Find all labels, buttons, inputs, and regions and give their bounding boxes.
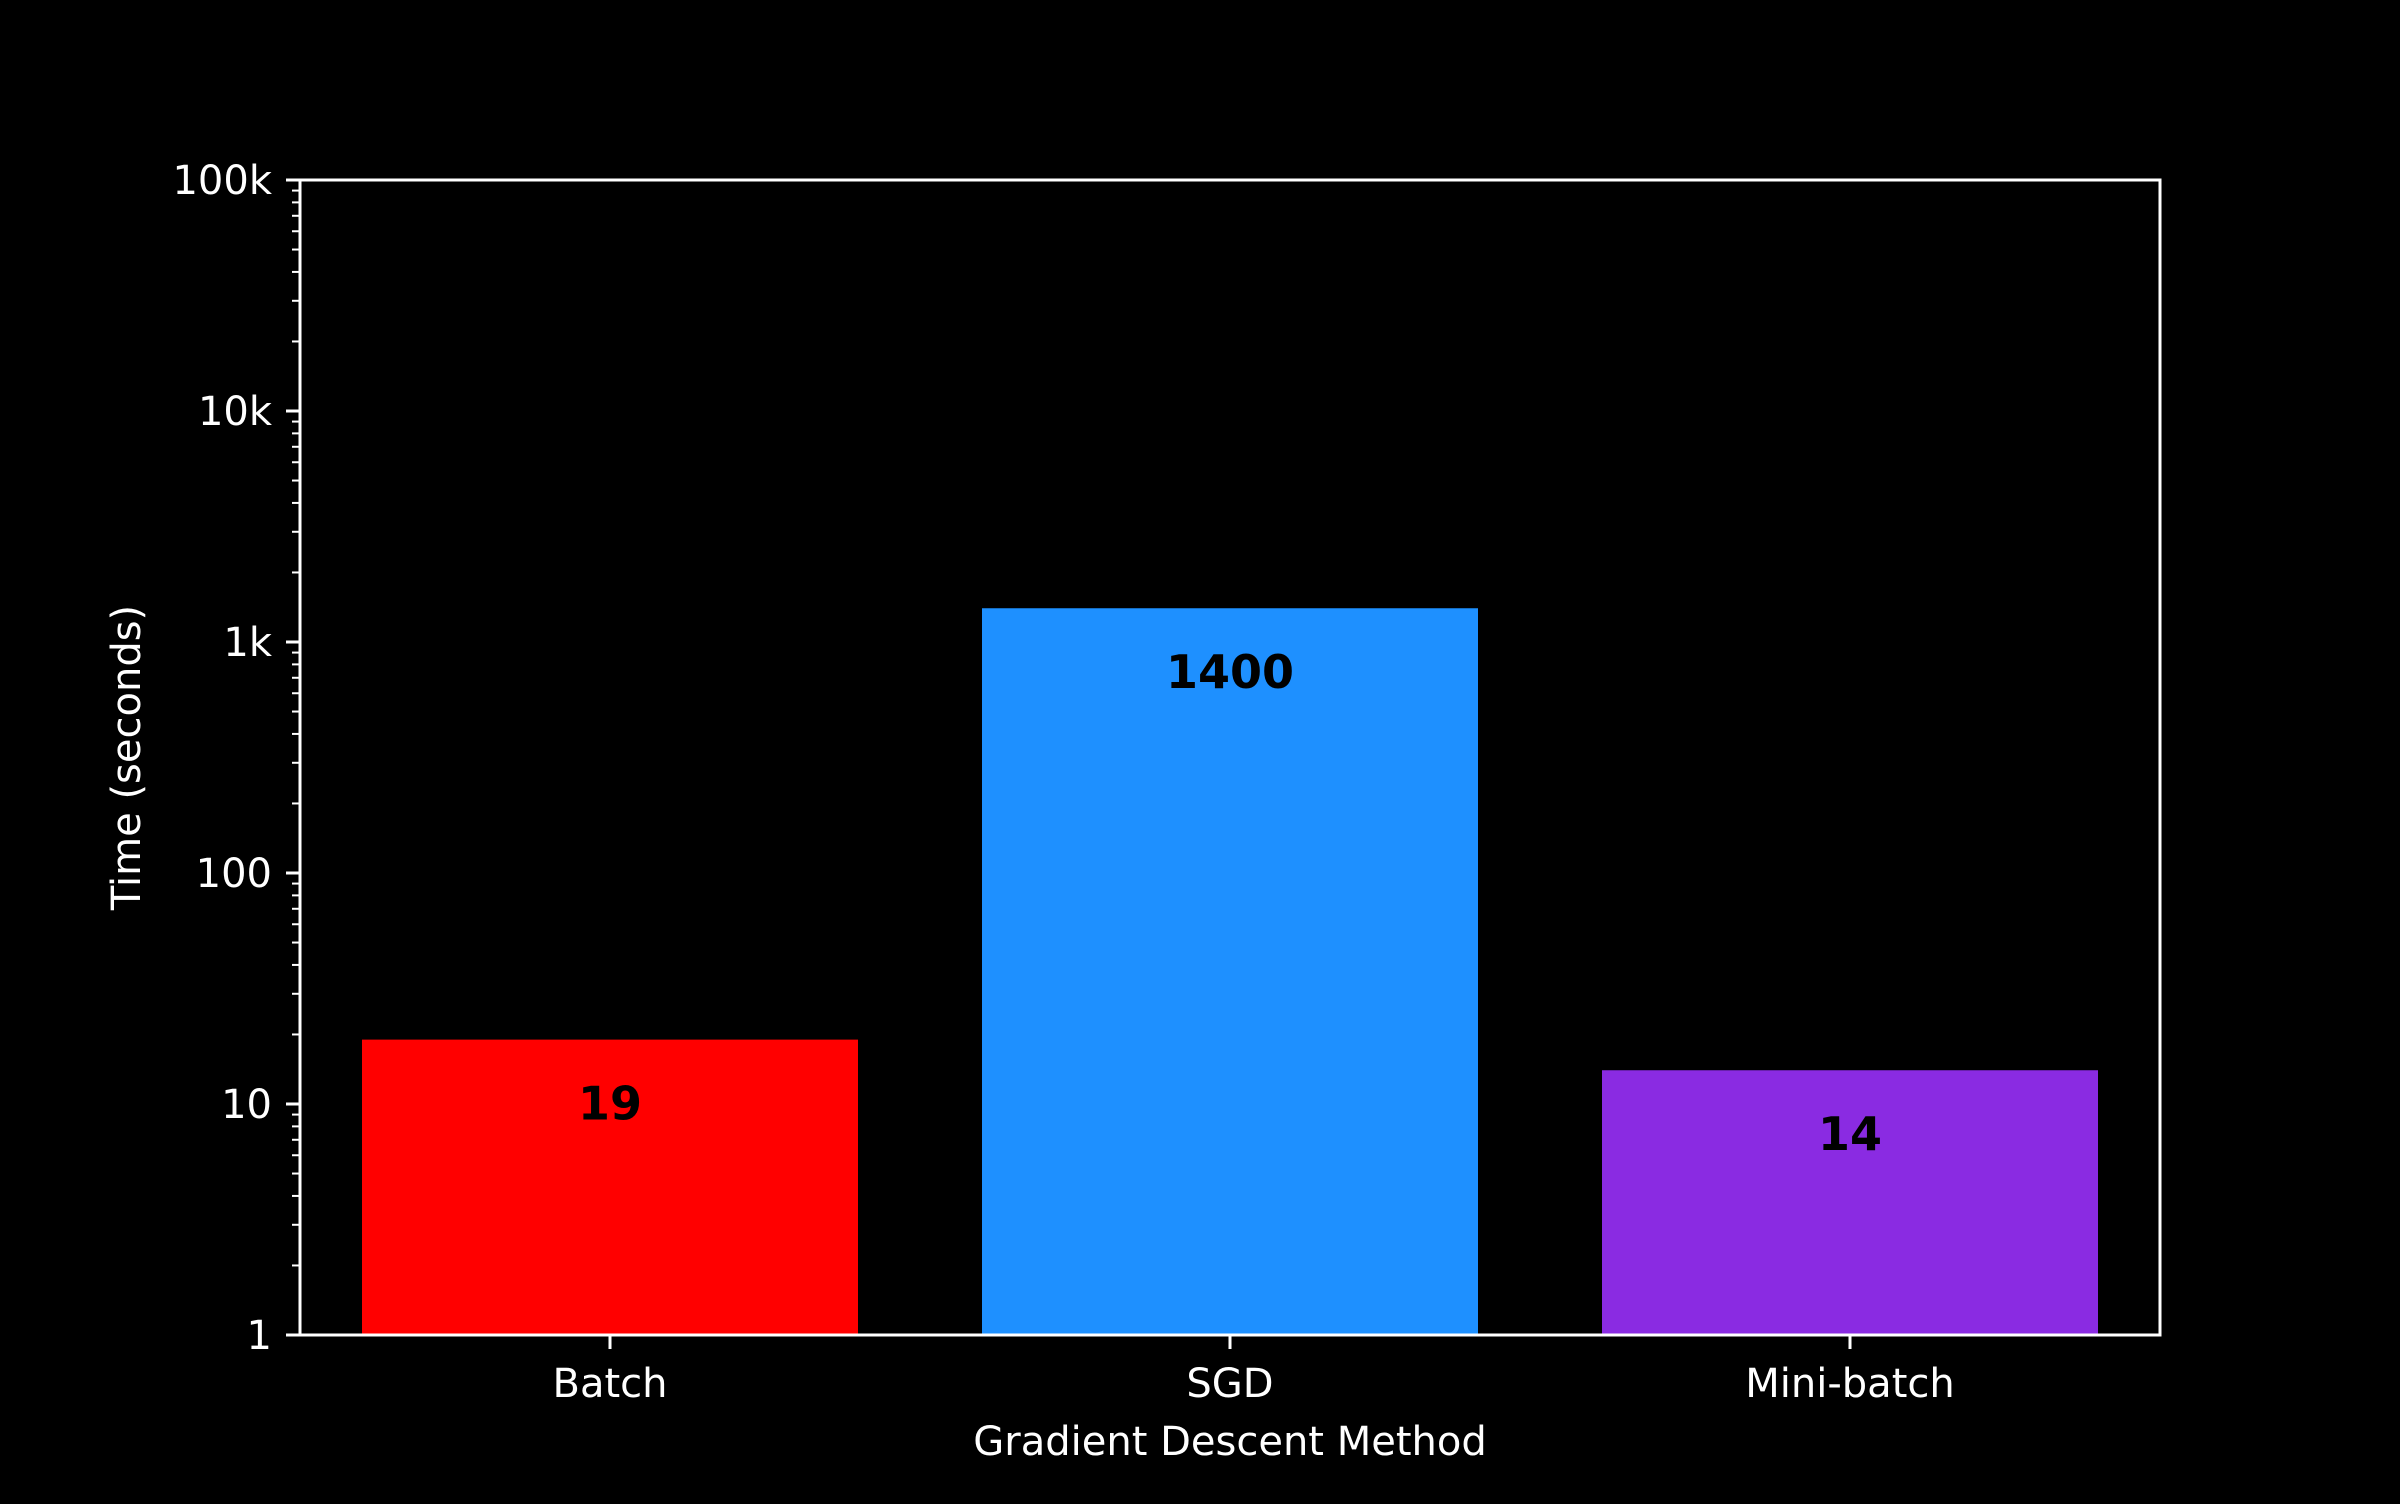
bar-batch [362, 1039, 858, 1335]
y-tick-label: 1 [247, 1313, 272, 1359]
y-tick-label: 1k [223, 620, 272, 666]
bar-value-label: 19 [578, 1077, 642, 1131]
x-axis-title: Gradient Descent Method [973, 1419, 1486, 1465]
x-tick-label: Mini-batch [1745, 1361, 1954, 1407]
y-axis-title: Time (seconds) [104, 605, 150, 911]
y-tick-label: 10 [221, 1082, 272, 1128]
x-tick-label: SGD [1186, 1361, 1273, 1407]
bar-mini-batch [1602, 1070, 2098, 1335]
bar-sgd [982, 608, 1478, 1335]
y-major-ticks: 1 10 100 1k 10k 100k [172, 158, 300, 1359]
x-ticks: Batch SGD Mini-batch [553, 1335, 1955, 1407]
x-tick-label: Batch [553, 1361, 668, 1407]
bar-value-label: 1400 [1166, 645, 1294, 699]
y-tick-label: 100k [172, 158, 272, 204]
bar-value-label: 14 [1818, 1107, 1882, 1161]
y-tick-label: 100 [196, 851, 272, 897]
plot-frame [298, 178, 2162, 1337]
y-tick-label: 10k [198, 389, 273, 435]
bars-layer: 19 1400 14 [362, 608, 2098, 1335]
